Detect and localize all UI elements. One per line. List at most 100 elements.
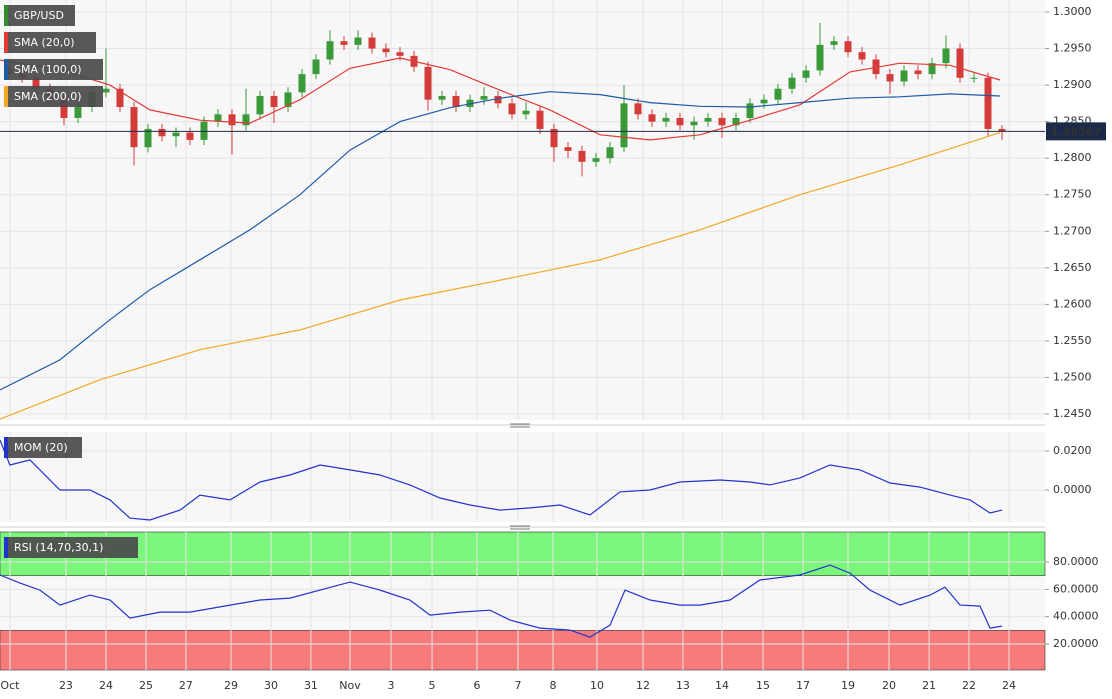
- candle-body: [74, 107, 82, 118]
- y-tick-label: 20.0000: [1053, 637, 1099, 650]
- candle-body: [816, 44, 824, 71]
- y-tick-label: 1.2650: [1053, 261, 1092, 274]
- y-tick-label: 1.2700: [1053, 224, 1092, 237]
- x-tick-label: 27: [179, 679, 193, 692]
- y-tick-label: 0.0200: [1053, 444, 1092, 457]
- legend-swatch: [4, 537, 8, 558]
- legend-box: [4, 537, 138, 558]
- y-tick-label: 1.2550: [1053, 334, 1092, 347]
- candle-body: [214, 114, 222, 122]
- y-tick-label: 1.3000: [1053, 5, 1092, 18]
- candle-body: [900, 70, 908, 82]
- legend-label: SMA (200,0): [14, 90, 82, 103]
- line-series: [0, 132, 1001, 420]
- candle-body: [564, 147, 572, 151]
- candle-body: [424, 66, 432, 100]
- x-tick-label: 23: [59, 679, 73, 692]
- legend-box: [4, 59, 103, 80]
- candle-body: [704, 117, 712, 122]
- legend-box: [4, 437, 82, 458]
- y-tick-label: 1.2800: [1053, 151, 1092, 164]
- candle-body: [354, 37, 362, 45]
- candle-body: [508, 103, 516, 115]
- candle-body: [830, 41, 838, 45]
- x-tick-label: 8: [550, 679, 557, 692]
- last-price-box: [1046, 122, 1106, 141]
- mom-panel: [0, 432, 1045, 522]
- candle-body: [676, 117, 684, 126]
- candle-body: [368, 37, 376, 49]
- x-tick-label: 21: [922, 679, 936, 692]
- x-tick-label: 7: [515, 679, 522, 692]
- candle-body: [228, 114, 236, 126]
- candle-body: [130, 107, 138, 148]
- candle-body: [438, 96, 446, 100]
- candle-body: [984, 77, 992, 129]
- legend-swatch: [4, 86, 8, 107]
- candle-body: [298, 74, 306, 93]
- y-tick-label: 80.0000: [1053, 555, 1099, 568]
- candle-body: [788, 77, 796, 89]
- legend-swatch: [4, 5, 8, 26]
- x-tick-label: 6: [473, 679, 480, 692]
- x-tick-label: 19: [841, 679, 855, 692]
- candle-body: [480, 96, 488, 100]
- candle-body: [802, 70, 810, 78]
- line-series: [0, 57, 1001, 141]
- candle-body: [956, 48, 964, 78]
- x-tick-label: 10: [590, 679, 604, 692]
- oversold-zone: [0, 630, 1046, 671]
- candle-body: [634, 103, 642, 115]
- candle-body: [970, 77, 978, 79]
- candle-body: [270, 96, 278, 108]
- legend-item: SMA (20,0): [4, 32, 96, 53]
- candle-body: [844, 41, 852, 53]
- candle-body: [774, 88, 782, 100]
- candle-body: [536, 110, 544, 129]
- x-tick-label: Oct: [0, 679, 20, 692]
- candle-body: [452, 96, 460, 108]
- x-tick-label: 30: [264, 679, 278, 692]
- resize-handle[interactable]: [510, 423, 530, 428]
- resize-handle[interactable]: [510, 525, 530, 530]
- candle-body: [620, 103, 628, 148]
- legend-label: SMA (20,0): [14, 36, 75, 49]
- x-tick-label: 17: [796, 679, 810, 692]
- candle-body: [522, 110, 530, 115]
- y-tick-label: 1.2900: [1053, 78, 1092, 91]
- candle-body: [942, 48, 950, 64]
- x-tick-label: 20: [882, 679, 896, 692]
- candle-body: [158, 128, 166, 137]
- y-tick-label: 0.0000: [1053, 483, 1092, 496]
- y-tick-label: 60.0000: [1053, 582, 1099, 595]
- candle-body: [312, 59, 320, 75]
- candle-body: [606, 147, 614, 159]
- x-tick-label: 13: [676, 679, 690, 692]
- line-series: [0, 91, 1001, 391]
- x-tick-label: 3: [388, 679, 395, 692]
- candle-body: [396, 52, 404, 56]
- candle-body: [928, 63, 936, 75]
- x-tick-label: 22: [962, 679, 976, 692]
- legend-swatch: [4, 59, 8, 80]
- candle-body: [102, 88, 110, 93]
- y-tick-label: 1.2600: [1053, 297, 1092, 310]
- candle-body: [690, 121, 698, 126]
- line-series: [0, 564, 1003, 638]
- candle-body: [284, 92, 292, 108]
- candle-body: [648, 114, 656, 122]
- candle-body: [382, 48, 390, 53]
- candle-body: [746, 103, 754, 118]
- candle-body: [998, 128, 1006, 132]
- price-panel: [0, 0, 1045, 420]
- candle-body: [242, 114, 250, 126]
- x-tick-label: 25: [139, 679, 153, 692]
- candle-body: [172, 132, 180, 137]
- legend-item: MOM (20): [4, 437, 82, 458]
- candle-body: [718, 117, 726, 126]
- legend-label: MOM (20): [14, 441, 68, 454]
- legend-box: [4, 5, 75, 26]
- x-tick-label: 12: [636, 679, 650, 692]
- candle-body: [550, 128, 558, 148]
- legend-label: RSI (14,70,30,1): [14, 541, 103, 554]
